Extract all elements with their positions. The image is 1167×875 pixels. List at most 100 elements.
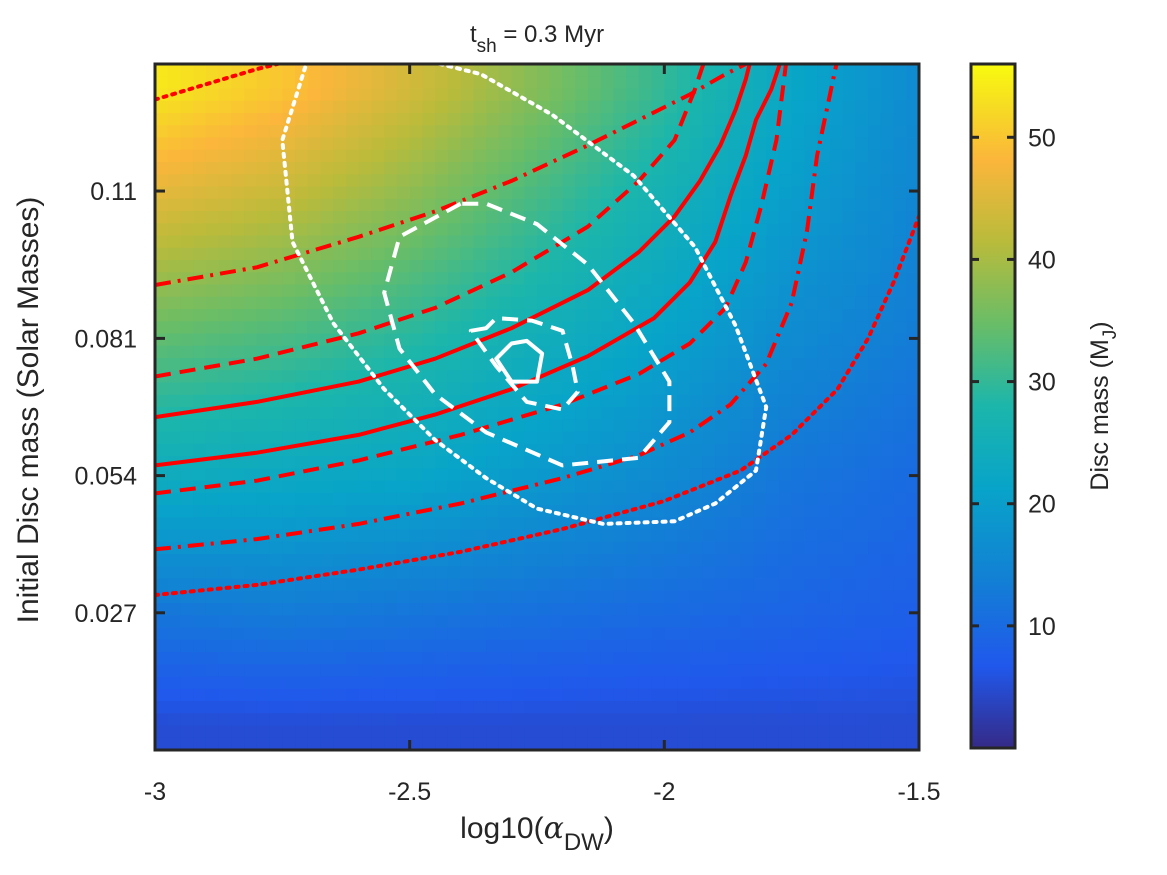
heatmap-cell [167, 652, 182, 665]
heatmap-cell [218, 100, 232, 114]
contour-lines [155, 64, 919, 597]
heatmap-cell [880, 247, 895, 261]
heatmap-cell [817, 431, 831, 445]
heatmap-cell [346, 590, 360, 604]
heatmap-cell [358, 296, 373, 310]
heatmap-cell [664, 309, 678, 322]
heatmap-cell [167, 554, 182, 567]
heatmap-cell [613, 725, 627, 739]
heatmap-cell [600, 615, 614, 629]
heatmap-cell [409, 198, 423, 212]
heatmap-cell [218, 284, 232, 298]
heatmap-cell [880, 639, 895, 653]
heatmap-cell [320, 88, 334, 102]
heatmap-cell [498, 247, 513, 261]
heatmap-cell [218, 529, 232, 543]
heatmap-cell [155, 431, 169, 445]
heatmap-cell [587, 725, 602, 739]
heatmap-cell [804, 149, 818, 163]
heatmap-cell [422, 517, 436, 531]
heatmap-cell [587, 358, 602, 371]
heatmap-cell [791, 358, 805, 371]
heatmap-cell [256, 639, 271, 653]
heatmap-cell [664, 247, 678, 261]
heatmap-cell [320, 174, 334, 188]
heatmap-cell [804, 492, 818, 506]
heatmap-cell [804, 713, 818, 727]
heatmap-cell [435, 419, 449, 433]
heatmap-cell [218, 137, 232, 151]
heatmap-cell [371, 174, 385, 188]
heatmap-cell [728, 382, 742, 396]
heatmap-cell [320, 554, 334, 567]
heatmap-cell [435, 211, 449, 224]
heatmap-cell [855, 76, 869, 90]
heatmap-cell [205, 676, 220, 690]
heatmap-cell [218, 505, 232, 518]
heatmap-cell [333, 272, 347, 286]
heatmap-cell [205, 505, 220, 518]
heatmap-cell [447, 566, 462, 580]
heatmap-cell [447, 615, 462, 629]
heatmap-cell [740, 615, 755, 629]
colorbar-label: Disc mass (MJ) [1086, 321, 1121, 490]
heatmap-cell [256, 88, 271, 102]
heatmap-cell [626, 260, 640, 273]
heatmap-cell [473, 88, 487, 102]
heatmap-cell [282, 76, 296, 90]
heatmap-cell [205, 566, 220, 580]
heatmap-cell [524, 627, 538, 641]
heatmap-cell [193, 309, 207, 322]
heatmap-cell [613, 407, 627, 420]
heatmap-cell [231, 382, 245, 396]
heatmap-cell [295, 333, 309, 347]
heatmap-cell [524, 603, 538, 616]
heatmap-cell [371, 529, 385, 543]
heatmap-cell [256, 247, 271, 261]
heatmap-cell [613, 284, 627, 298]
heatmap-cell [371, 198, 385, 212]
heatmap-cell [893, 627, 907, 641]
heatmap-cell [295, 713, 309, 727]
heatmap-cell [307, 149, 322, 163]
heatmap-cell [753, 358, 767, 371]
heatmap-cell [295, 198, 309, 212]
heatmap-cell [295, 688, 309, 702]
heatmap-cell [715, 235, 729, 249]
heatmap-cell [295, 566, 309, 580]
heatmap-cell [422, 480, 436, 494]
heatmap-cell [791, 664, 805, 678]
heatmap-cell [371, 125, 385, 139]
heatmap-cell [295, 137, 309, 151]
heatmap-cell [155, 235, 169, 249]
heatmap-cell [486, 235, 500, 249]
heatmap-cell [524, 88, 538, 102]
heatmap-cell [728, 431, 742, 445]
heatmap-cell [537, 737, 551, 750]
heatmap-cell [422, 713, 436, 727]
heatmap-cell [842, 615, 856, 629]
heatmap-cell [307, 713, 322, 727]
heatmap-cell [282, 137, 296, 151]
heatmap-cell [205, 688, 220, 702]
heatmap-cell [473, 382, 487, 396]
heatmap-cell [435, 223, 449, 237]
heatmap-cell [868, 480, 882, 494]
heatmap-cell [346, 443, 360, 457]
heatmap-cell [575, 198, 589, 212]
heatmap-cell [333, 149, 347, 163]
heatmap-cell [205, 296, 220, 310]
heatmap-cell [562, 333, 576, 347]
heatmap-cell [371, 284, 385, 298]
heatmap-cell [638, 113, 653, 126]
heatmap-cell [549, 284, 564, 298]
heatmap-cell [702, 211, 716, 224]
heatmap-cell [269, 590, 283, 604]
heatmap-cell [778, 186, 793, 200]
heatmap-cell [333, 529, 347, 543]
heatmap-cell [193, 688, 207, 702]
heatmap-cell [829, 480, 844, 494]
heatmap-cell [486, 615, 500, 629]
heatmap-cell [537, 443, 551, 457]
heatmap-cell [384, 505, 398, 518]
